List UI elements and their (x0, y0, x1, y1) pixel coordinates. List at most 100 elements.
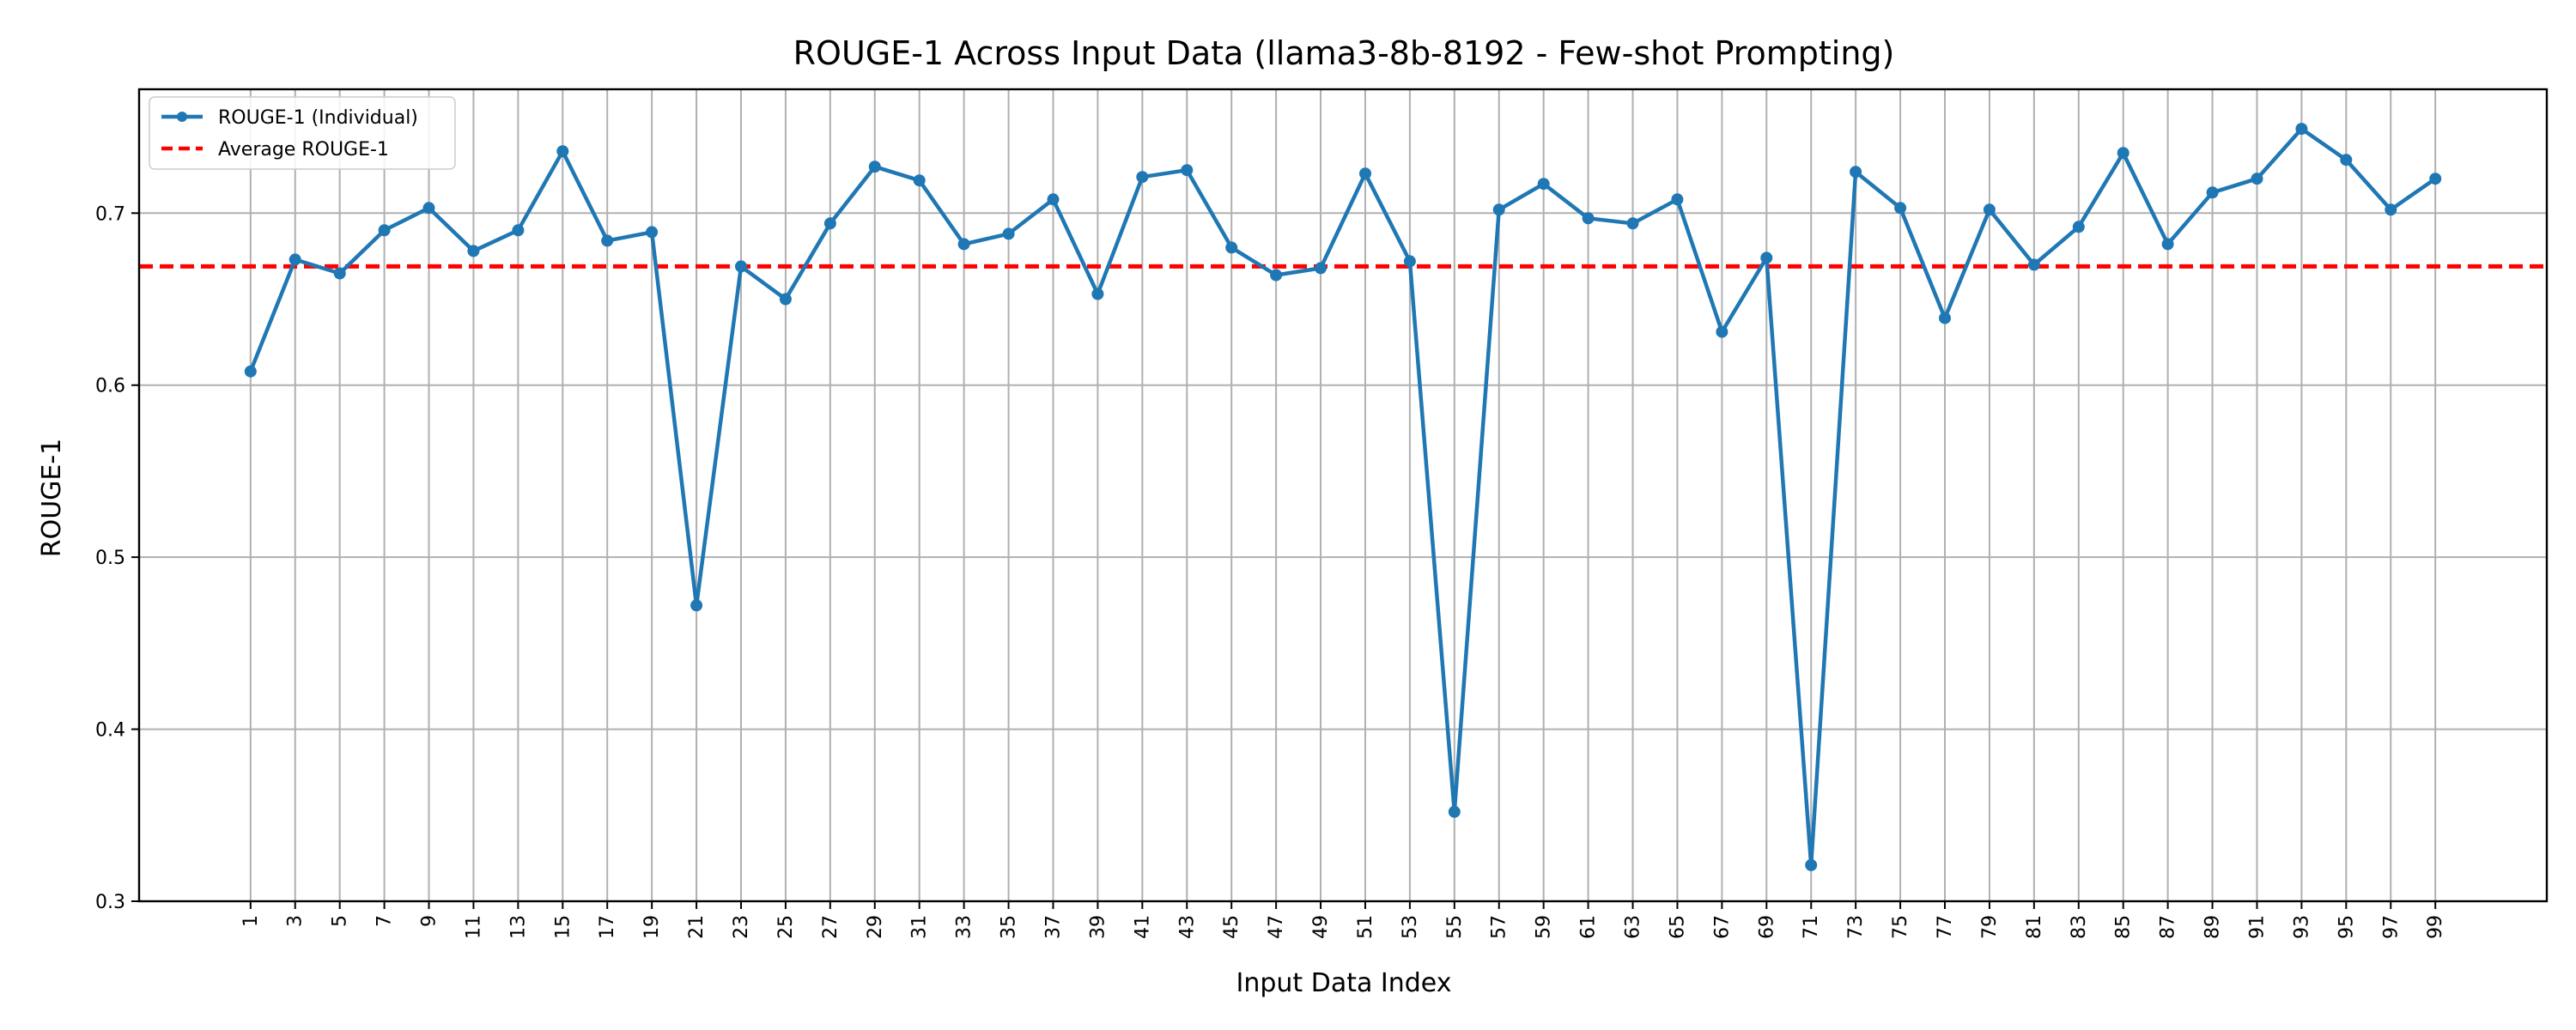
x-tick-label: 75 (1890, 915, 1911, 939)
data-point (2295, 123, 2308, 136)
data-point (1537, 178, 1550, 191)
data-point (913, 174, 926, 187)
data-point (1626, 217, 1639, 230)
data-point (512, 224, 525, 237)
y-tick-label: 0.5 (95, 548, 125, 569)
data-point (1716, 325, 1728, 338)
data-point (646, 226, 659, 239)
x-tick-label: 91 (2246, 915, 2268, 939)
data-point (1492, 203, 1505, 216)
data-point (1047, 193, 1060, 206)
x-tick-label: 99 (2425, 915, 2446, 939)
x-tick-label: 33 (954, 915, 975, 939)
data-point (1225, 241, 1238, 254)
x-tick-label: 3 (285, 915, 307, 927)
chart-title: ROUGE-1 Across Input Data (llama3-8b-819… (793, 34, 1895, 72)
data-point (601, 234, 614, 247)
data-point (690, 599, 703, 612)
x-tick-label: 21 (686, 915, 708, 939)
x-tick-label: 43 (1176, 915, 1198, 939)
data-point (957, 238, 970, 251)
x-tick-label: 61 (1578, 915, 1600, 939)
data-point (1002, 227, 1015, 240)
x-tick-label: 55 (1444, 915, 1466, 939)
series-line (248, 126, 2438, 868)
data-point (2072, 221, 2085, 233)
data-point (1582, 212, 1595, 225)
x-tick-label: 51 (1355, 915, 1376, 939)
data-point (2385, 203, 2397, 216)
x-tick-label: 11 (463, 915, 484, 939)
x-tick-label: 89 (2202, 915, 2224, 939)
x-tick-label: 53 (1400, 915, 1421, 939)
x-tick-label: 25 (775, 915, 797, 939)
data-point (1894, 202, 1907, 215)
x-tick-label: 69 (1756, 915, 1777, 939)
data-point (1181, 164, 1194, 177)
x-tick-label: 87 (2158, 915, 2179, 939)
data-point (1315, 262, 1327, 275)
x-tick-label: 7 (374, 915, 396, 927)
x-tick-label: 73 (1845, 915, 1867, 939)
y-tick-label: 0.6 (95, 376, 125, 397)
x-tick-label: 23 (731, 915, 752, 939)
data-point (2429, 173, 2442, 185)
x-tick-label: 45 (1221, 915, 1242, 939)
x-tick-label: 65 (1667, 915, 1688, 939)
data-point (2251, 173, 2263, 185)
x-tick-label: 39 (1087, 915, 1109, 939)
data-point (735, 260, 747, 273)
legend-series-label: ROUGE-1 (Individual) (218, 107, 418, 129)
legend: ROUGE-1 (Individual) Average ROUGE-1 (149, 96, 456, 170)
data-point (1850, 166, 1862, 179)
data-point (1805, 858, 1818, 871)
data-point (333, 267, 346, 280)
x-tick-label: 67 (1711, 915, 1733, 939)
x-axis-label: Input Data Index (1236, 968, 1452, 998)
data-point (1136, 171, 1149, 184)
data-point (1448, 805, 1461, 818)
x-tick-label: 81 (2024, 915, 2045, 939)
y-tick-label: 0.7 (95, 203, 125, 225)
x-tick-label: 63 (1623, 915, 1644, 939)
legend-series-marker (177, 112, 187, 122)
x-tick-label: 57 (1489, 915, 1510, 939)
data-point (2117, 147, 2129, 160)
y-tick-label: 0.3 (95, 892, 125, 913)
data-point (2340, 154, 2353, 167)
plot-frame (137, 88, 2549, 903)
tick-layer: 1 3 5 7 9 11 13 15 17 19 21 23 25 27 29 31 33 35 37 39 41 43 4… (95, 203, 2446, 939)
x-tick-label: 41 (1132, 915, 1153, 939)
data-point (1983, 203, 1996, 216)
x-tick-label: 79 (1979, 915, 2001, 939)
series-layer (244, 123, 2442, 871)
data-point (1359, 167, 1371, 180)
data-point (244, 365, 257, 378)
x-tick-label: 17 (597, 915, 618, 939)
x-tick-label: 5 (330, 915, 351, 927)
data-point (2027, 258, 2040, 271)
data-point (289, 253, 301, 266)
data-point (1760, 251, 1773, 264)
x-tick-label: 47 (1266, 915, 1287, 939)
y-axis-label: ROUGE-1 (37, 439, 67, 558)
data-point (823, 217, 836, 230)
legend-average-label: Average ROUGE-1 (218, 139, 389, 161)
x-tick-label: 29 (865, 915, 886, 939)
data-point (779, 293, 792, 306)
data-point (1091, 288, 1104, 300)
x-tick-label: 19 (641, 915, 663, 939)
data-point (378, 224, 391, 237)
data-point (1403, 255, 1416, 268)
x-tick-label: 59 (1534, 915, 1555, 939)
x-tick-label: 71 (1801, 915, 1822, 939)
x-tick-label: 97 (2380, 915, 2402, 939)
data-point (868, 161, 881, 173)
x-tick-label: 27 (820, 915, 841, 939)
x-tick-label: 85 (2113, 915, 2135, 939)
data-point (422, 202, 435, 215)
data-point (556, 145, 569, 158)
x-tick-label: 83 (2069, 915, 2090, 939)
x-tick-label: 31 (909, 915, 931, 939)
